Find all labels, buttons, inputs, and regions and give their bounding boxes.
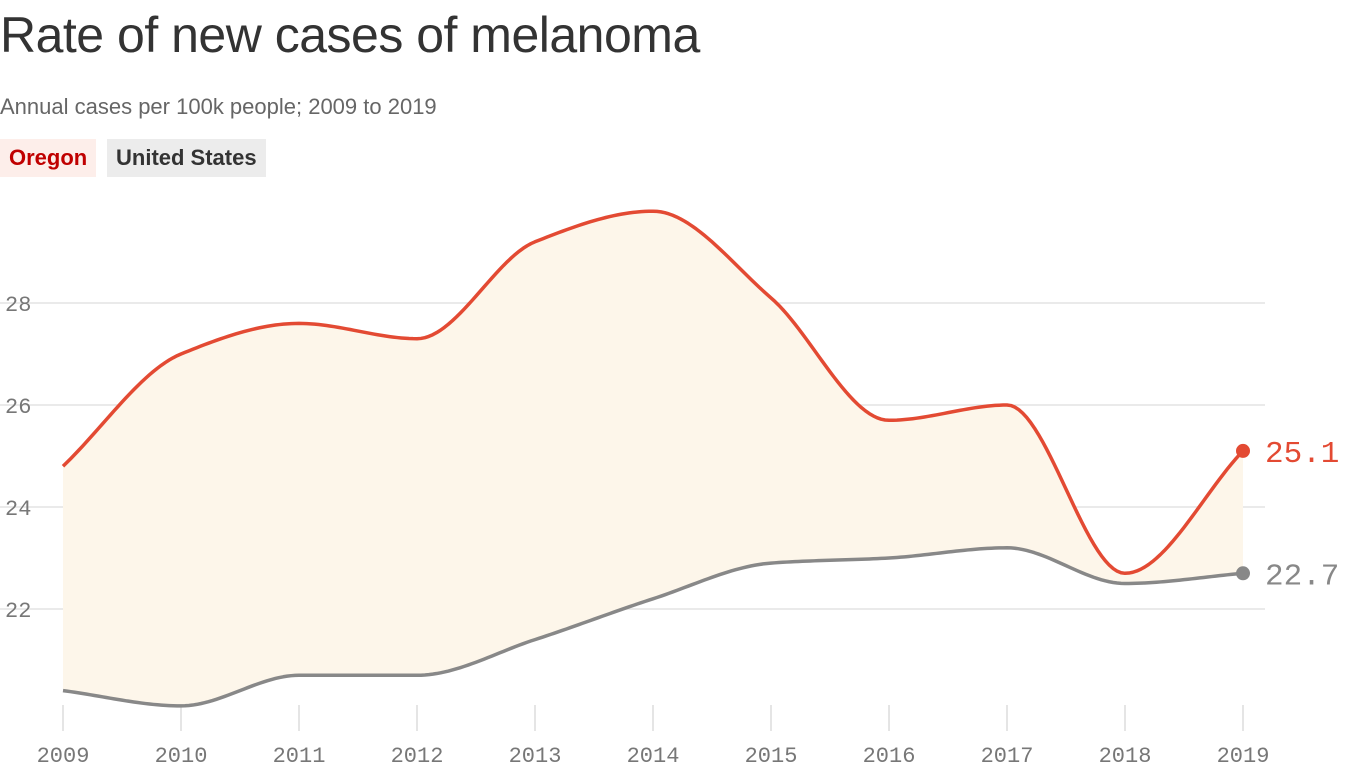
x-tick-label: 2019 [1217, 744, 1270, 768]
x-tick-label: 2012 [391, 744, 444, 768]
legend-united-states: United States [107, 139, 266, 177]
y-tick-label: 24 [5, 497, 31, 522]
x-tick-label: 2009 [37, 744, 90, 768]
end-label-united-states: 22.7 [1265, 559, 1339, 594]
x-tick-label: 2015 [745, 744, 798, 768]
x-tick-label: 2014 [627, 744, 680, 768]
x-tick-label: 2017 [981, 744, 1034, 768]
x-tick-label: 2010 [155, 744, 208, 768]
end-point-oregon [1236, 443, 1250, 458]
x-tick-label: 2013 [509, 744, 562, 768]
y-tick-label: 26 [5, 395, 31, 420]
x-tick-label: 2018 [1099, 744, 1152, 768]
legend-oregon: Oregon [0, 139, 97, 177]
end-label-oregon: 25.1 [1265, 437, 1339, 472]
x-tick-label: 2016 [863, 744, 916, 768]
area-between-series [63, 211, 1243, 706]
series-line-united-states [62, 546, 1244, 708]
series-line-oregon [61, 209, 1245, 576]
chart-subtitle: Annual cases per 100k people; 2009 to 20… [0, 94, 437, 119]
chart-title: Rate of new cases of melanoma [0, 7, 700, 63]
end-point-united-states [1236, 566, 1250, 581]
x-tick-label: 2011 [273, 744, 326, 768]
y-tick-label: 22 [5, 599, 31, 624]
y-tick-label: 28 [5, 293, 31, 318]
